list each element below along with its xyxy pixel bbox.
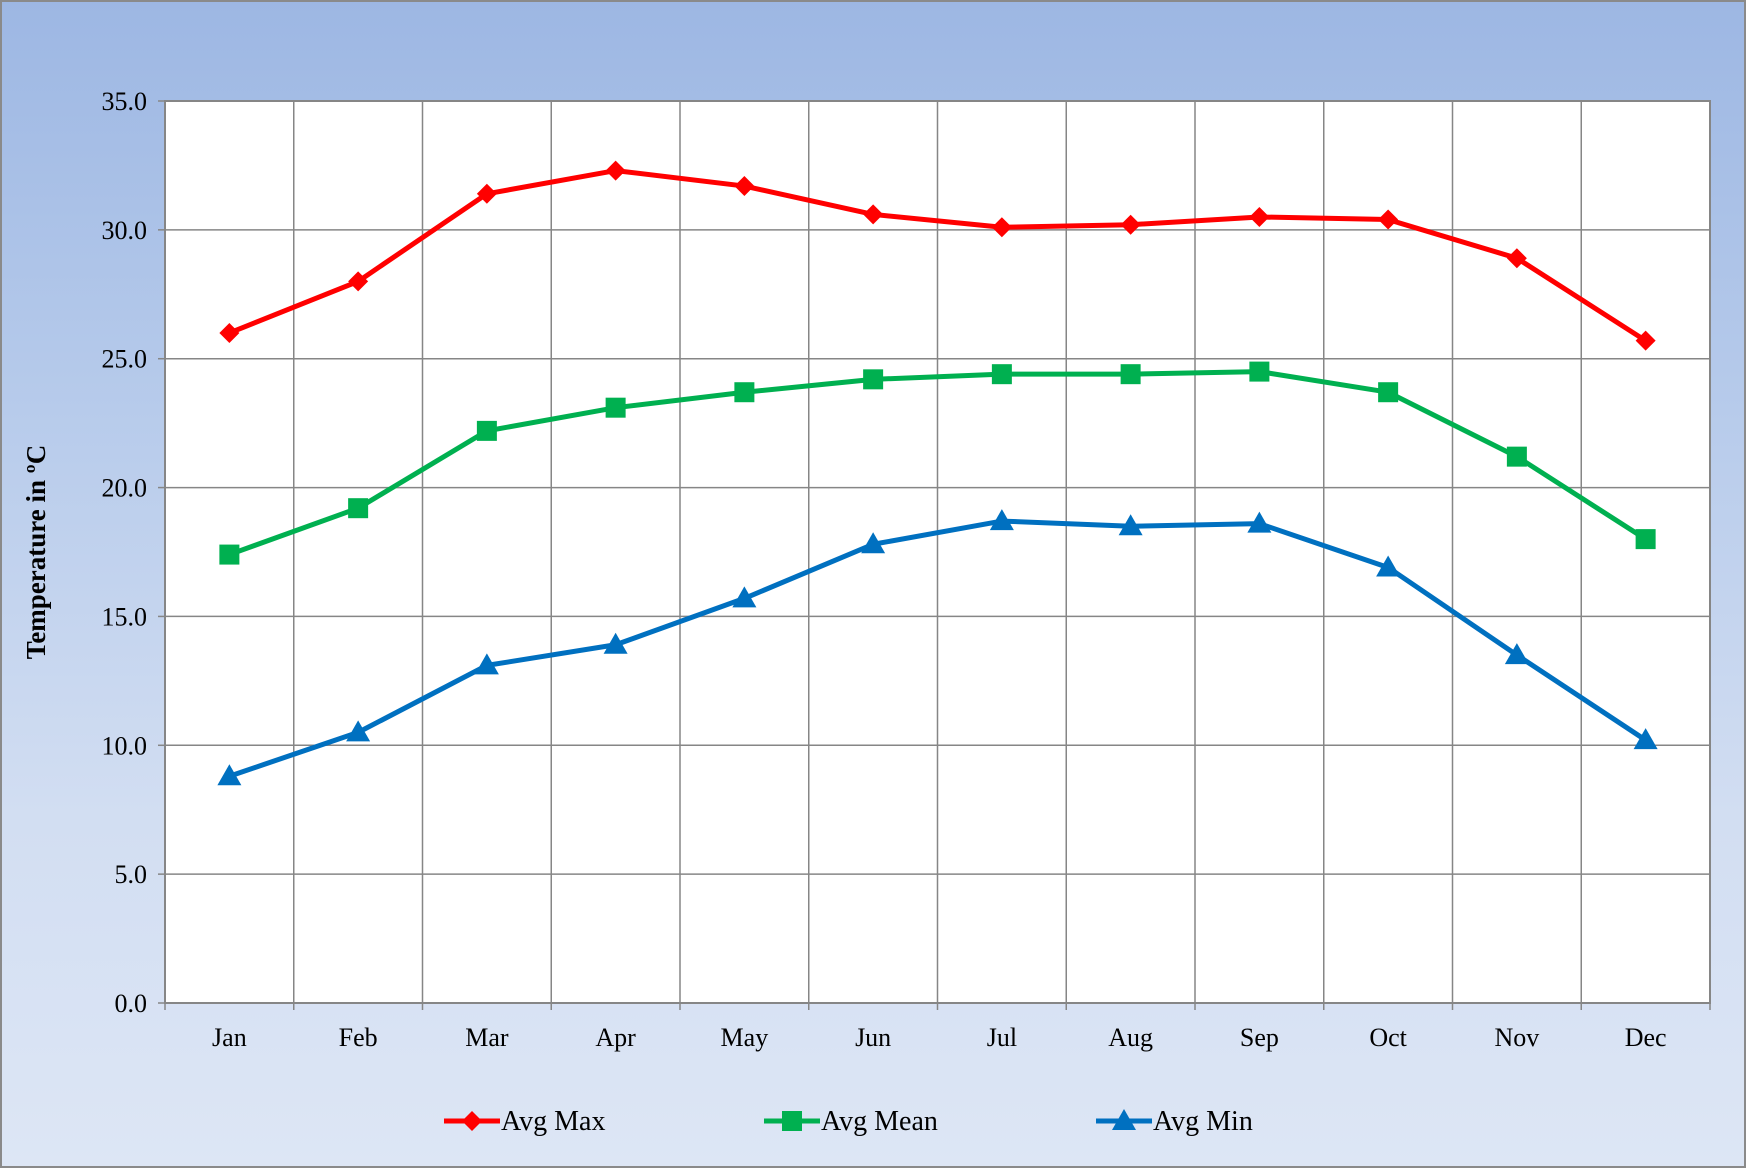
- data-point-avg-max: [1249, 206, 1270, 227]
- x-tick-label: Aug: [1108, 1023, 1153, 1052]
- y-tick-label: 25.0: [102, 345, 148, 374]
- series-avg-min: [217, 509, 1658, 786]
- data-point-avg-mean: [1635, 529, 1656, 550]
- data-point-avg-mean: [1120, 364, 1141, 385]
- x-tick-label: Apr: [595, 1023, 636, 1052]
- series-line-avg-min: [226, 518, 1649, 779]
- legend-item-avg-min: Avg Min: [1096, 1106, 1253, 1137]
- y-tick-label: 20.0: [102, 474, 148, 503]
- series-avg-max: [219, 160, 1656, 351]
- data-point-avg-mean: [863, 369, 884, 390]
- data-point-avg-min: [1633, 728, 1658, 750]
- data-point-avg-min: [732, 586, 757, 608]
- data-point-avg-min-legend: [1112, 1109, 1136, 1130]
- legend-item-avg-mean: Avg Mean: [764, 1106, 938, 1137]
- data-point-avg-mean: [605, 397, 626, 418]
- data-point-avg-min: [1504, 643, 1529, 665]
- data-point-avg-min: [217, 764, 242, 786]
- data-point-avg-max: [991, 217, 1012, 238]
- data-point-avg-mean-legend: [782, 1111, 802, 1131]
- x-tick-label: Nov: [1494, 1023, 1539, 1052]
- data-point-avg-min: [1247, 511, 1272, 533]
- data-point-avg-min: [346, 720, 371, 742]
- data-point-avg-min: [474, 653, 499, 675]
- x-tick-label: May: [721, 1023, 769, 1052]
- data-point-avg-max: [863, 204, 884, 225]
- data-point-avg-min: [1118, 514, 1143, 536]
- x-tick-label: Oct: [1369, 1023, 1407, 1052]
- y-tick-label: 30.0: [102, 216, 148, 245]
- data-point-avg-min: [1376, 555, 1401, 577]
- x-tick-label: Feb: [339, 1023, 378, 1052]
- data-point-avg-max-legend: [462, 1111, 482, 1131]
- y-axis-tick-labels: 0.0 5.0 10.0 15.0 20.0 25.0 30.0 35.0: [102, 87, 148, 1018]
- data-point-avg-min: [989, 509, 1014, 531]
- legend-label: Avg Mean: [821, 1106, 938, 1137]
- series-line-avg-max: [226, 168, 1649, 344]
- data-point-avg-min: [861, 532, 886, 554]
- data-point-avg-mean: [348, 498, 369, 519]
- data-point-avg-mean: [476, 420, 497, 441]
- plot-border: [164, 100, 1711, 1004]
- data-point-avg-mean: [1378, 382, 1399, 403]
- x-tick-label: Jan: [212, 1023, 247, 1052]
- data-point-avg-mean: [219, 544, 240, 565]
- y-tick-label: 35.0: [102, 87, 148, 116]
- data-point-avg-max: [476, 183, 497, 204]
- data-point-avg-max: [734, 176, 755, 197]
- series-avg-mean: [219, 361, 1656, 565]
- x-tick-label: Sep: [1240, 1023, 1279, 1052]
- data-point-avg-min: [603, 632, 628, 654]
- data-point-avg-max: [605, 160, 626, 181]
- data-point-avg-mean: [734, 382, 755, 403]
- data-point-avg-max: [1378, 209, 1399, 230]
- y-tick-label: 15.0: [102, 602, 148, 631]
- series-line-avg-mean: [226, 369, 1649, 558]
- y-tick-label: 10.0: [102, 731, 148, 760]
- legend-item-avg-max: Avg Max: [444, 1106, 605, 1137]
- x-tick-label: Jun: [855, 1023, 891, 1052]
- data-series: [217, 160, 1658, 786]
- legend: Avg Max Avg Mean Avg Min: [444, 1106, 1253, 1137]
- data-point-avg-mean: [991, 364, 1012, 385]
- data-point-avg-max: [1120, 214, 1141, 235]
- data-point-avg-mean: [1249, 361, 1270, 382]
- data-point-avg-max: [348, 271, 369, 292]
- y-axis-title: Temperature in ºC: [21, 445, 51, 659]
- x-tick-label: Mar: [465, 1023, 509, 1052]
- data-point-avg-max: [1635, 330, 1656, 351]
- data-point-avg-max: [1506, 248, 1527, 269]
- legend-label: Avg Max: [501, 1106, 605, 1137]
- y-tick-label: 5.0: [115, 860, 148, 889]
- x-axis-tick-labels: Jan Feb Mar Apr May Jun Jul Aug Sep Oct Nov Dec: [212, 1023, 1667, 1052]
- data-point-avg-max: [219, 322, 240, 343]
- x-tick-label: Jul: [987, 1023, 1017, 1052]
- x-tick-label: Dec: [1625, 1023, 1667, 1052]
- data-point-avg-mean: [1506, 446, 1527, 467]
- legend-label: Avg Min: [1153, 1106, 1253, 1137]
- y-tick-label: 0.0: [115, 989, 148, 1018]
